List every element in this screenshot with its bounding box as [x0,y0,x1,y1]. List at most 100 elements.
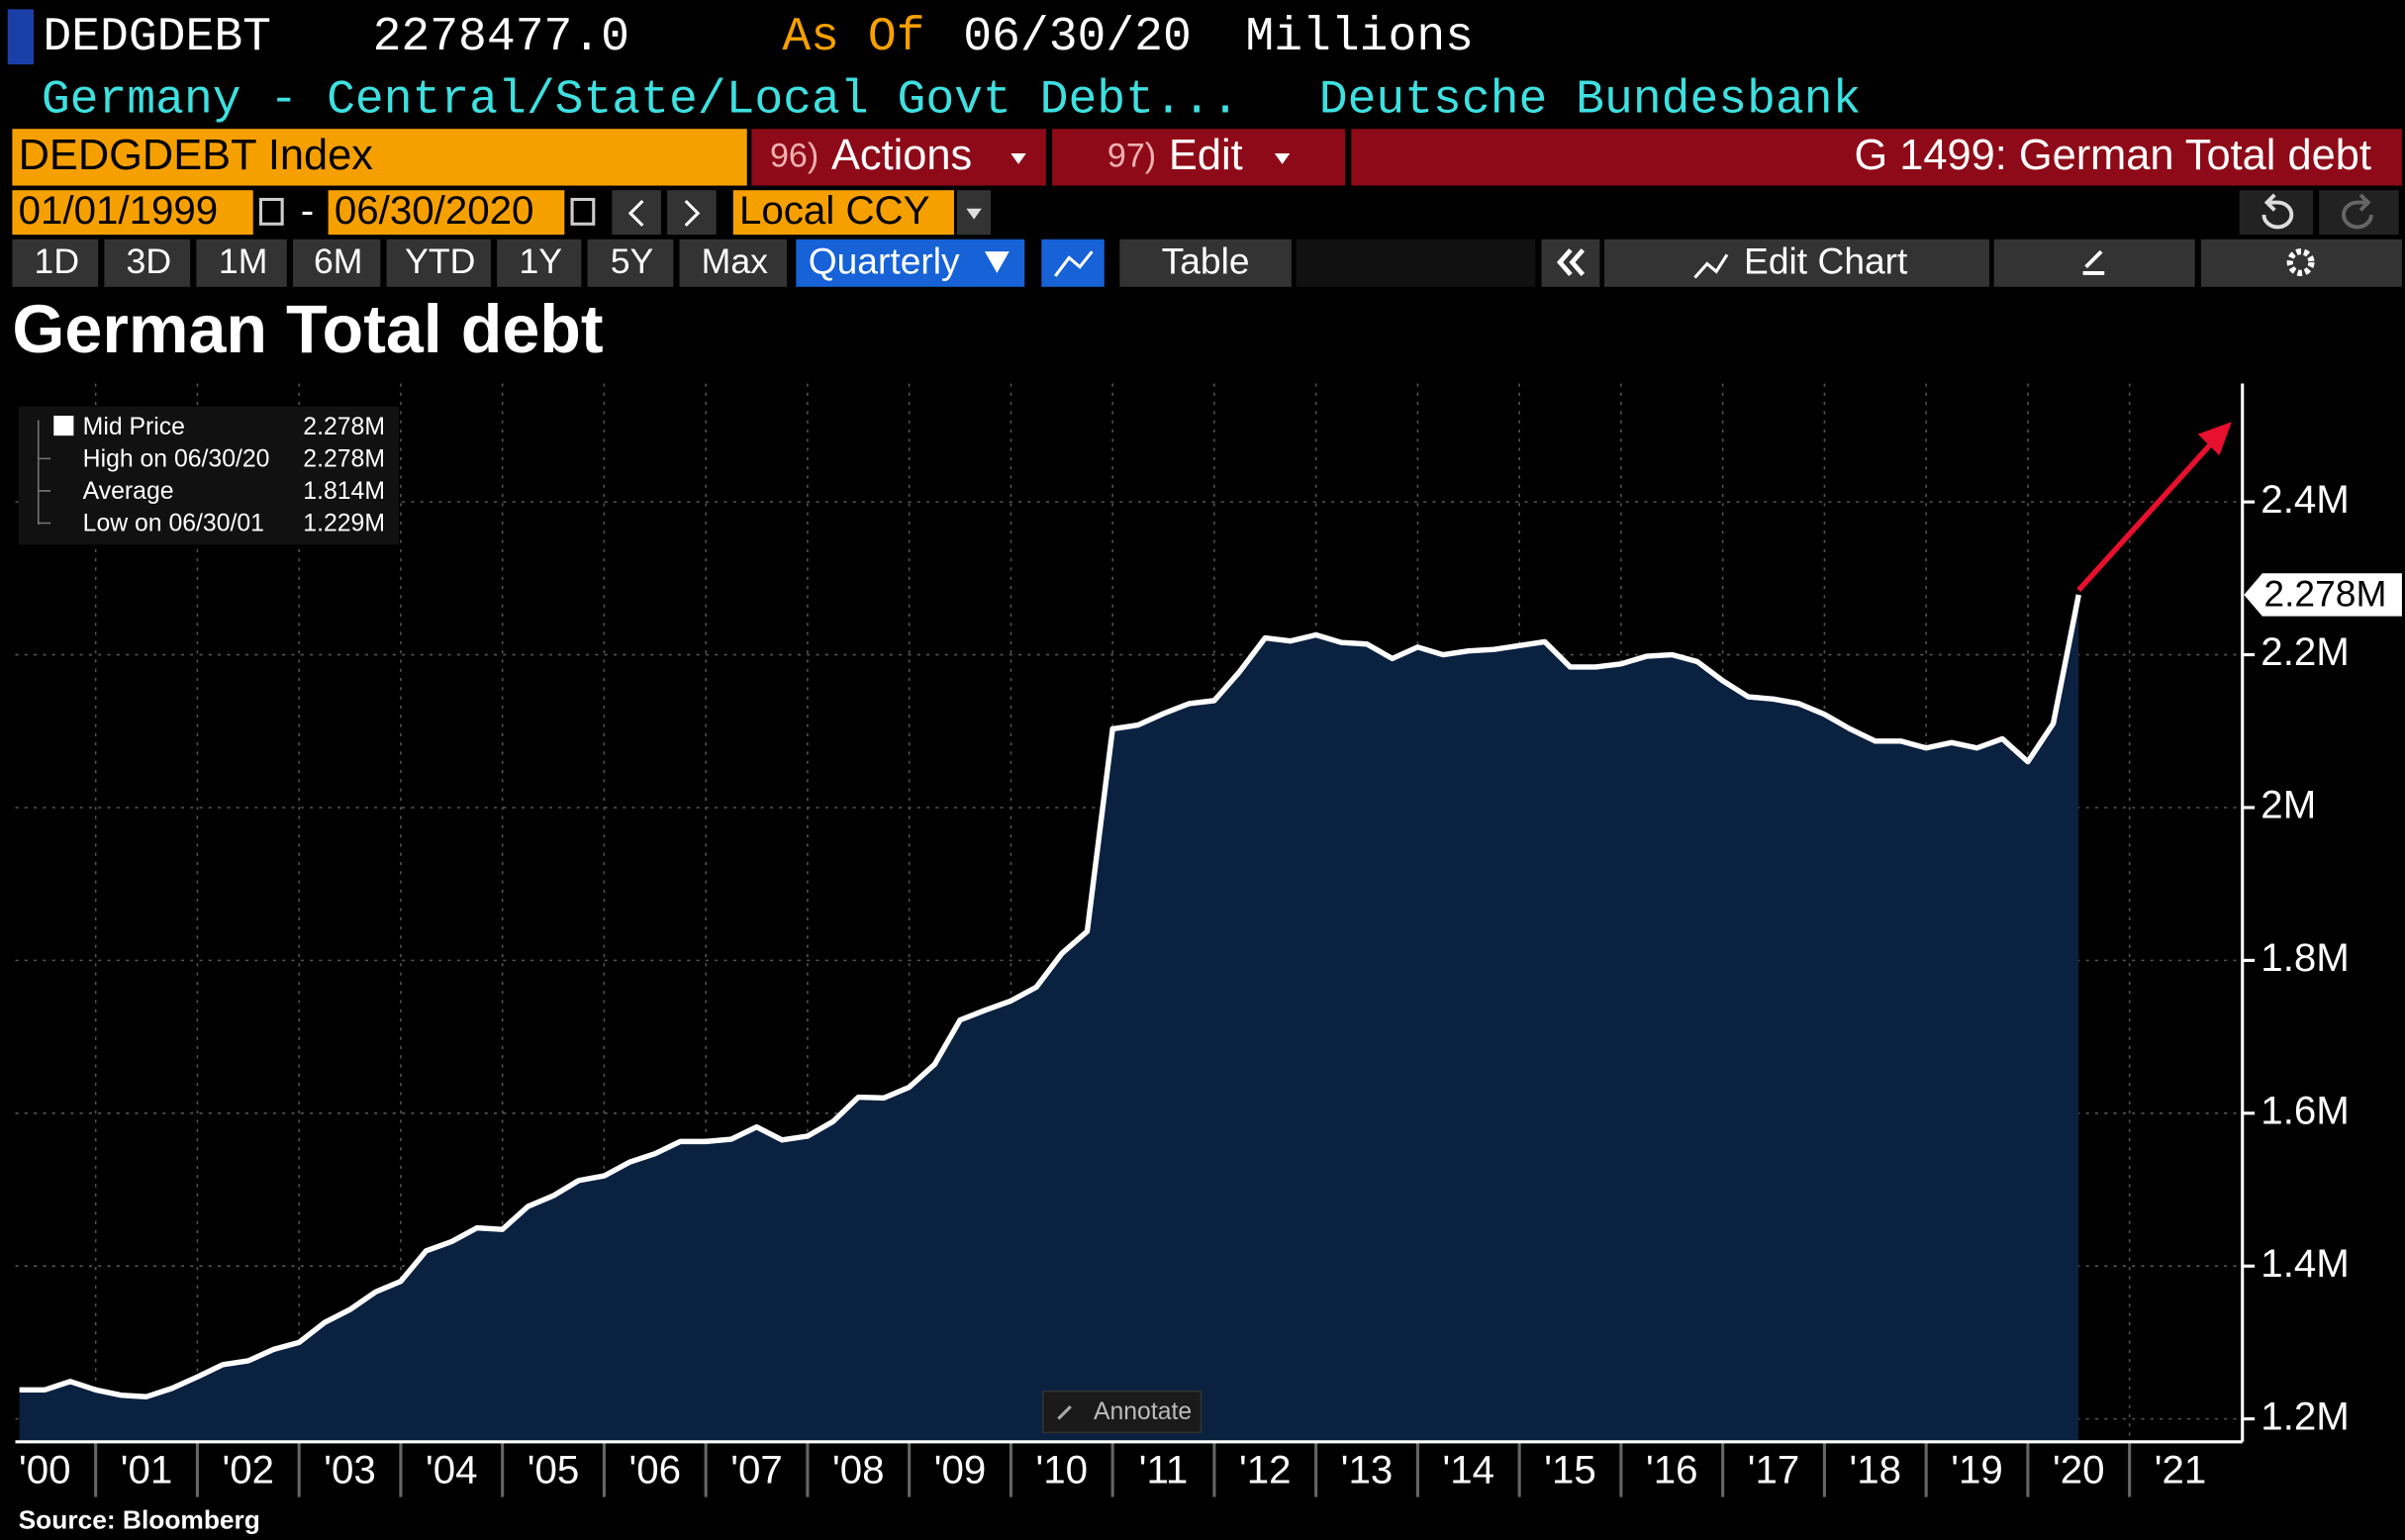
range-label: 3D [127,241,172,281]
next-button[interactable] [667,190,717,236]
annotate-button[interactable] [1042,1390,1202,1434]
ticker-marker [7,9,35,65]
range-label: 1Y [519,241,562,281]
start-date-field[interactable] [12,190,253,236]
x-tick-label: '03 [324,1447,376,1492]
range-button[interactable] [12,239,99,287]
legend-label: Mid Price [83,414,185,440]
dropdown-arrow [984,251,1010,273]
draw-icon [2082,249,2105,275]
title-bar [1351,129,2402,186]
ticker: DEDGDEBT [43,11,271,64]
legend-value: 2.278M [303,414,385,440]
units: Millions [1245,11,1474,64]
line-chart-button[interactable] [1041,239,1105,287]
prev-button[interactable] [612,190,661,236]
settings-button[interactable] [2200,239,2402,287]
edit-chart: Edit Chart [1744,240,1908,281]
draw-button[interactable] [1993,239,2195,287]
x-tick-label: '12 [1239,1447,1292,1492]
legend-label: High on 06/30/20 [83,445,270,472]
currency-field[interactable] [732,190,954,236]
y-tick-label: 2.2M [2261,629,2350,674]
edit-num: 97) [1107,138,1156,175]
end-date: 06/30/2020 [335,188,534,233]
range-button[interactable] [497,239,582,287]
edit-chart-icon [1693,253,1729,279]
collapse-icon [1569,248,1586,276]
dropdown-arrow [966,208,982,220]
security: DEDGDEBT Index [19,132,374,179]
period-button[interactable] [796,239,1025,287]
x-tick-label: '16 [1646,1447,1698,1492]
y-tick-label: 1.4M [2261,1241,2350,1286]
last-price: 2278477.0 [373,11,629,64]
date-separator: - [301,188,314,233]
source: Source: Bloomberg [19,1504,260,1534]
x-tick-label: '00 [19,1447,70,1492]
source-name: Deutsche Bundesbank [1319,73,1862,127]
legend-value: 1.229M [303,511,385,537]
x-tick-label: '20 [2053,1447,2105,1492]
range-button[interactable] [386,239,491,287]
range-button[interactable] [679,239,788,287]
line-chart-icon [1053,250,1094,277]
x-tick-label: '09 [934,1447,987,1492]
x-tick-label: '18 [1850,1447,1902,1492]
edit-button[interactable] [1052,129,1346,186]
x-tick-label: '08 [832,1447,885,1492]
legend-label: Average [83,478,174,505]
last-value-tag [2244,573,2402,617]
edit-chart-button[interactable] [1604,239,1990,287]
x-tick-label: '21 [2155,1447,2207,1492]
x-tick-label: '11 [1139,1447,1189,1492]
area [19,594,2079,1442]
line [19,594,2081,1399]
range-button[interactable] [104,239,191,287]
legend-label: Low on 06/30/01 [83,511,264,537]
x-tick-label: '10 [1036,1447,1088,1492]
actions-num: 96) [770,138,818,175]
undo-icon [2261,193,2294,230]
range-label: 1M [219,241,268,281]
currency: Local CCY [739,188,930,233]
as-of-label: As Of [782,11,924,64]
x-tick-label: '05 [528,1447,580,1492]
annotate: Annotate [1094,1398,1192,1425]
dropdown-arrow [1274,153,1291,164]
x-tick-label: '06 [629,1447,681,1492]
table: Table [1162,240,1250,281]
calendar-icon[interactable] [570,197,596,226]
end-date-field[interactable] [328,190,565,236]
table-button[interactable] [1119,239,1292,287]
range-label: 1D [35,241,80,281]
y-tick-label: 1.6M [2261,1088,2350,1132]
y-tick-label: 1.8M [2261,935,2350,980]
last-value-label: 2.278M [2263,572,2386,614]
x-tick-label: '17 [1748,1447,1800,1492]
period: Quarterly [809,240,960,281]
security-field[interactable] [12,129,747,186]
collapse-icon [1557,248,1573,276]
range-label: Max [702,241,768,281]
x-tick-label: '02 [223,1447,275,1492]
x-tick-label: '13 [1341,1447,1394,1492]
start-date: 01/01/1999 [19,188,219,233]
range-button[interactable] [587,239,674,287]
y-tick-label: 1.2M [2261,1394,2350,1438]
next-icon [684,199,701,227]
annotate-icon [1057,1405,1072,1420]
legend-box [18,406,399,545]
redo-icon [2342,193,2373,230]
range-button[interactable] [196,239,287,287]
range-button[interactable] [293,239,381,287]
x-tick-label: '15 [1544,1447,1596,1492]
actions-button[interactable] [751,129,1046,186]
edit: Edit [1169,132,1243,179]
calendar-icon[interactable] [258,197,284,226]
y-tick-label: 2.4M [2261,477,2350,522]
range-label: YTD [405,241,475,281]
legend-value: 2.278M [303,445,385,472]
